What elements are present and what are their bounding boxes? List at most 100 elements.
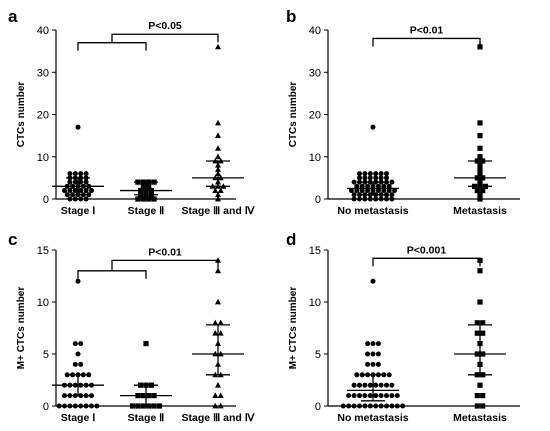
data-point-circle <box>375 341 381 347</box>
data-point-square <box>477 192 483 198</box>
data-point-circle <box>378 393 384 399</box>
data-point-circle <box>354 372 360 378</box>
data-point-square <box>140 196 146 202</box>
data-point-circle <box>378 196 384 202</box>
data-point-triangle <box>215 298 221 305</box>
data-point-triangle <box>212 392 219 398</box>
y-axis-title: M+ CTCs number <box>16 287 27 370</box>
data-point-circle <box>89 393 94 399</box>
data-point-circle <box>357 171 362 177</box>
data-point-square <box>474 403 480 409</box>
data-point-circle <box>72 188 78 194</box>
data-point-circle <box>83 179 89 185</box>
data-point-circle <box>389 196 395 202</box>
data-point-circle <box>365 361 371 367</box>
data-point-circle <box>389 403 395 409</box>
p-value-label: P<0.05 <box>148 20 182 32</box>
data-point-circle <box>72 403 78 409</box>
data-point-circle <box>78 361 84 367</box>
data-point-circle <box>362 196 368 202</box>
data-point-circle <box>357 393 362 399</box>
data-point-square <box>477 120 483 126</box>
y-tick-label: 10 <box>37 297 49 309</box>
data-point-triangle <box>217 330 224 336</box>
data-point-circle <box>384 179 389 185</box>
y-tick-label: 20 <box>309 110 321 122</box>
data-point-circle <box>389 192 395 198</box>
data-point-circle <box>365 351 371 357</box>
data-point-triangle <box>215 145 221 151</box>
data-point-circle <box>370 361 376 367</box>
data-point-square <box>156 403 163 409</box>
data-point-circle <box>384 175 389 181</box>
data-point-square <box>477 145 483 151</box>
data-point-circle <box>78 179 84 185</box>
data-point-circle <box>373 382 379 388</box>
y-tick-label: 20 <box>37 110 49 122</box>
data-point-circle <box>362 403 368 409</box>
data-point-triangle <box>212 402 219 409</box>
data-point-circle <box>378 403 384 409</box>
y-axis-title: M+ CTCs number <box>288 287 299 370</box>
data-point-circle <box>381 188 387 194</box>
x-category-label: Stage Ⅰ <box>61 205 96 217</box>
significance-bracket-upper <box>111 259 219 271</box>
data-point-square <box>474 187 480 194</box>
data-point-circle <box>67 196 73 202</box>
data-point-circle <box>351 179 357 185</box>
panel-a: a 0 10 20 30 40 CTCs number Stage Ⅰ Stage Ⅱ Stage… <box>8 7 256 217</box>
data-point-circle <box>75 351 81 357</box>
x-category-label: Metastasis <box>453 412 507 424</box>
data-point-square <box>143 341 149 347</box>
data-point-circle <box>83 196 89 202</box>
p-value-label: P<0.001 <box>407 244 447 256</box>
data-point-circle <box>389 393 395 399</box>
data-point-circle <box>384 196 389 202</box>
data-point-circle <box>367 393 373 399</box>
data-point-square <box>480 320 486 326</box>
data-point-circle <box>67 403 73 409</box>
data-point-circle <box>373 393 379 399</box>
x-category-label: Stage Ⅱ <box>128 205 165 217</box>
data-point-circle <box>351 403 357 409</box>
data-point-circle <box>370 351 376 357</box>
x-category-label: Stage Ⅲ and Ⅳ <box>182 205 256 217</box>
data-point-circle <box>357 196 362 202</box>
data-point-circle <box>362 393 368 399</box>
data-point-circle <box>67 188 73 194</box>
data-point-circle <box>348 188 354 194</box>
data-point-circle <box>75 278 81 284</box>
data-point-circle <box>389 382 395 388</box>
data-point-square <box>151 196 157 202</box>
x-category-label: Stage Ⅰ <box>61 412 96 424</box>
x-category-label: No metastasis <box>337 205 408 217</box>
data-point-circle <box>367 382 373 388</box>
data-point-circle <box>357 175 362 181</box>
data-point-circle <box>378 175 384 181</box>
data-point-circle <box>94 403 100 409</box>
data-point-circle <box>357 382 362 388</box>
data-point-circle <box>389 179 395 185</box>
y-tick-label: 0 <box>43 194 49 206</box>
data-point-circle <box>359 188 365 194</box>
data-point-circle <box>384 393 389 399</box>
x-category-label: No metastasis <box>337 412 408 424</box>
data-point-triangle <box>215 382 221 388</box>
panel-b: b 0 10 20 30 40 CTCs number No metastasis Metast… <box>286 7 520 217</box>
panel-label: b <box>286 7 296 26</box>
panel-label: a <box>8 7 18 26</box>
data-point-circle <box>370 278 376 284</box>
significance-bracket <box>372 37 481 47</box>
p-value-label: P<0.01 <box>410 24 444 36</box>
data-point-circle <box>384 192 389 198</box>
data-point-square <box>480 403 486 409</box>
data-point-circle <box>378 382 384 388</box>
data-point-triangle <box>215 191 221 198</box>
data-point-circle <box>346 403 352 409</box>
y-tick-label: 5 <box>43 349 49 361</box>
y-tick-label: 10 <box>309 152 321 164</box>
data-point-square <box>129 403 136 409</box>
data-point-square <box>477 44 483 50</box>
y-tick-label: 0 <box>315 194 321 206</box>
